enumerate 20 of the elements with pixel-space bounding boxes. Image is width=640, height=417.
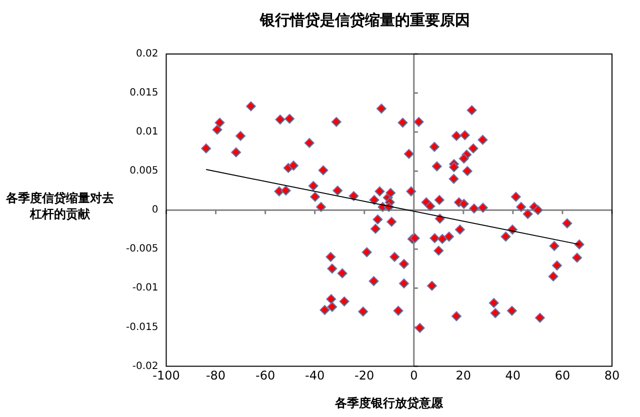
x-tick-label: -80	[206, 368, 226, 383]
x-tick-label: 60	[554, 368, 570, 383]
y-tick-label: 0.005	[130, 166, 158, 177]
y-axis-title: 各季度信贷缩量对去杠杆的贡献	[5, 190, 115, 222]
y-tick-label: 0.01	[136, 126, 158, 138]
x-tick-label: -40	[305, 368, 325, 383]
y-tick-label: -0.015	[126, 322, 158, 333]
y-tick-label: -0.01	[132, 282, 158, 294]
x-axis-title: 各季度银行放贷意愿	[334, 396, 444, 410]
x-tick-label: 80	[604, 368, 620, 383]
y-tick-label: 0.015	[130, 88, 158, 99]
y-tick-label: 0	[152, 204, 158, 216]
x-tick-label: 0	[410, 368, 418, 383]
x-tick-label: 20	[456, 368, 472, 383]
x-tick-label: -60	[255, 368, 276, 383]
y-tick-label: 0.02	[136, 48, 158, 60]
x-tick-label: -20	[354, 368, 374, 383]
x-tick-label: 40	[505, 368, 521, 383]
y-tick-label: -0.005	[126, 244, 158, 255]
chart-title: 银行惜贷是信贷缩量的重要原因	[259, 10, 470, 29]
